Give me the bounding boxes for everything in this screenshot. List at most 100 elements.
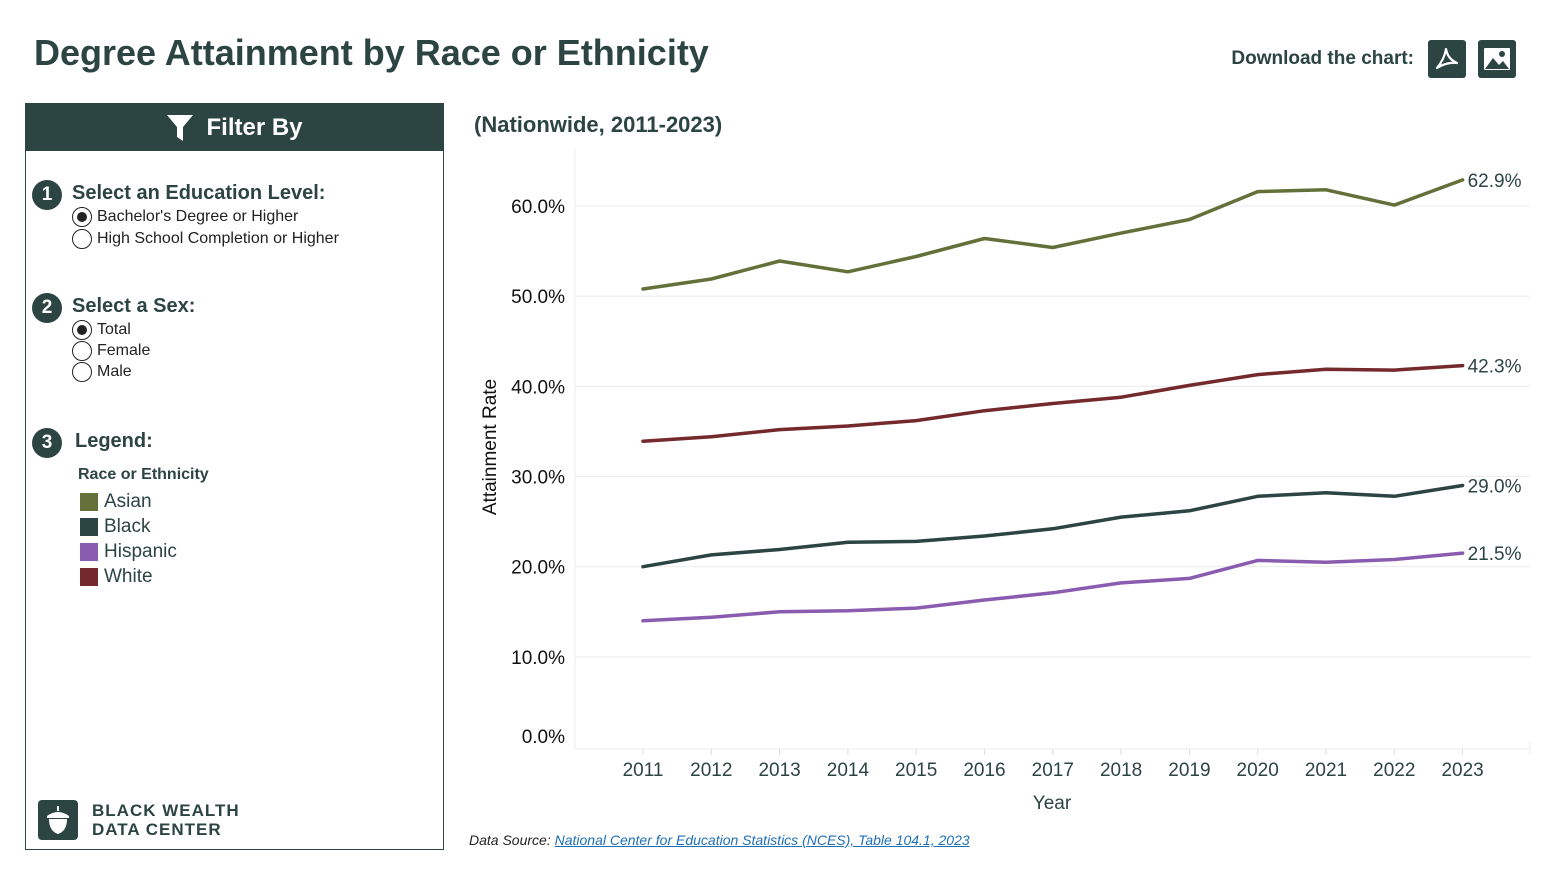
radio-label: Male <box>97 362 132 380</box>
radio-button[interactable] <box>72 228 92 249</box>
download-pdf-button[interactable] <box>1428 40 1466 78</box>
x-tick-label: 2015 <box>895 760 937 781</box>
legend-item-asian[interactable]: Asian <box>80 489 177 514</box>
legend-label: Hispanic <box>104 540 177 562</box>
end-label-hispanic: 21.5% <box>1468 544 1522 565</box>
end-label-white: 42.3% <box>1468 357 1522 378</box>
education-level-title: Select an Education Level: <box>72 182 326 204</box>
data-point-asian <box>914 254 918 258</box>
step-number-1: 1 <box>32 180 62 210</box>
step-education-level: 1 Select an Education Level: <box>32 180 325 210</box>
data-point-asian <box>709 277 713 281</box>
y-tick-label: 20.0% <box>511 558 565 579</box>
legend-swatch <box>80 567 98 586</box>
x-axis-title: Year <box>1033 793 1072 814</box>
data-point-hispanic <box>983 598 986 602</box>
data-point-black <box>1324 491 1328 495</box>
filter-header: Filter By <box>26 104 443 151</box>
data-point-asian <box>846 270 850 274</box>
brand: BLACK WEALTH DATA CENTER <box>38 800 240 840</box>
legend-list: Asian Black Hispanic White <box>80 489 177 589</box>
data-point-asian <box>1051 245 1055 249</box>
data-point-white <box>1051 401 1055 405</box>
data-point-asian <box>1324 188 1328 192</box>
data-point-black <box>1051 527 1055 531</box>
data-source: Data Source: National Center for Educati… <box>469 832 970 848</box>
end-label-asian: 62.9% <box>1468 171 1522 192</box>
acorn-icon <box>38 800 78 840</box>
x-tick-label: 2020 <box>1237 760 1279 781</box>
data-point-white <box>641 439 645 443</box>
data-point-white <box>709 435 713 439</box>
y-tick-label: 60.0% <box>511 197 565 218</box>
filter-header-label: Filter By <box>206 113 303 141</box>
data-point-white <box>1324 367 1328 371</box>
data-point-black <box>1256 494 1260 498</box>
radio-option-male[interactable]: Male <box>72 361 150 382</box>
series-line-hispanic <box>641 551 1465 623</box>
radio-option-bachelors[interactable]: Bachelor's Degree or Higher <box>72 206 339 227</box>
radio-option-female[interactable]: Female <box>72 340 150 361</box>
radio-button[interactable] <box>72 361 92 382</box>
y-tick-label: 10.0% <box>511 648 565 669</box>
filter-icon <box>167 114 194 141</box>
legend-swatch <box>80 492 98 511</box>
legend-subtitle: Race or Ethnicity <box>78 466 209 483</box>
step-number-3: 3 <box>32 428 62 458</box>
data-point-black <box>778 548 782 552</box>
x-tick-label: 2022 <box>1373 760 1415 781</box>
data-point-asian <box>1461 178 1465 182</box>
legend-item-black[interactable]: Black <box>80 514 177 539</box>
data-point-hispanic <box>914 606 918 610</box>
data-point-hispanic <box>1324 560 1328 564</box>
download-label: Download the chart: <box>1231 48 1414 69</box>
x-tick-label: 2014 <box>827 760 870 781</box>
legend-title: Legend: <box>75 430 153 452</box>
radio-button-selected[interactable] <box>72 206 92 227</box>
image-icon <box>1484 48 1510 70</box>
data-point-hispanic <box>1392 557 1396 561</box>
x-tick-label: 2019 <box>1168 760 1210 781</box>
data-point-black <box>1187 509 1191 513</box>
page-title: Degree Attainment by Race or Ethnicity <box>34 32 709 73</box>
data-point-white <box>1461 364 1465 368</box>
data-point-hispanic <box>846 609 850 613</box>
data-point-black <box>1392 494 1396 498</box>
step-legend: 3 Legend: <box>32 428 153 458</box>
x-tick-label: 2012 <box>690 760 732 781</box>
series-line-asian <box>641 178 1465 291</box>
data-point-black <box>914 539 918 543</box>
radio-option-total[interactable]: Total <box>72 319 150 340</box>
x-tick-label: 2011 <box>623 760 664 781</box>
data-point-white <box>846 424 850 428</box>
data-point-asian <box>641 287 645 291</box>
data-point-black <box>983 534 986 538</box>
data-point-white <box>1119 395 1123 399</box>
end-label-black: 29.0% <box>1468 477 1522 498</box>
radio-button-selected[interactable] <box>72 319 92 340</box>
chart-subtitle: (Nationwide, 2011-2023) <box>474 112 723 137</box>
data-point-asian <box>778 259 782 263</box>
legend-swatch <box>80 517 98 536</box>
data-point-black <box>846 540 850 544</box>
radio-button[interactable] <box>72 340 92 361</box>
line-chart: 0.0% 10.0% 20.0% 30.0% 40.0% 50.0% 60.0% 2011 20… <box>480 148 1531 814</box>
data-point-hispanic <box>778 610 782 614</box>
data-point-white <box>983 409 986 413</box>
legend-item-white[interactable]: White <box>80 564 177 589</box>
series-line-black <box>641 483 1465 569</box>
data-source-link[interactable]: National Center for Education Statistics… <box>554 832 970 848</box>
education-level-options: Bachelor's Degree or Higher High School … <box>72 206 339 249</box>
x-tick-label: 2021 <box>1305 760 1347 781</box>
data-point-hispanic <box>641 619 645 623</box>
x-tick-label: 2017 <box>1032 760 1074 781</box>
radio-label: Bachelor's Degree or Higher <box>97 207 299 225</box>
legend-label: Asian <box>104 490 152 512</box>
legend-item-hispanic[interactable]: Hispanic <box>80 539 177 564</box>
radio-option-high-school[interactable]: High School Completion or Higher <box>72 228 339 249</box>
download-image-button[interactable] <box>1478 40 1516 78</box>
pdf-icon <box>1435 47 1459 70</box>
data-point-black <box>709 553 713 557</box>
download-section: Download the chart: <box>1231 40 1516 78</box>
data-point-white <box>1392 368 1396 372</box>
